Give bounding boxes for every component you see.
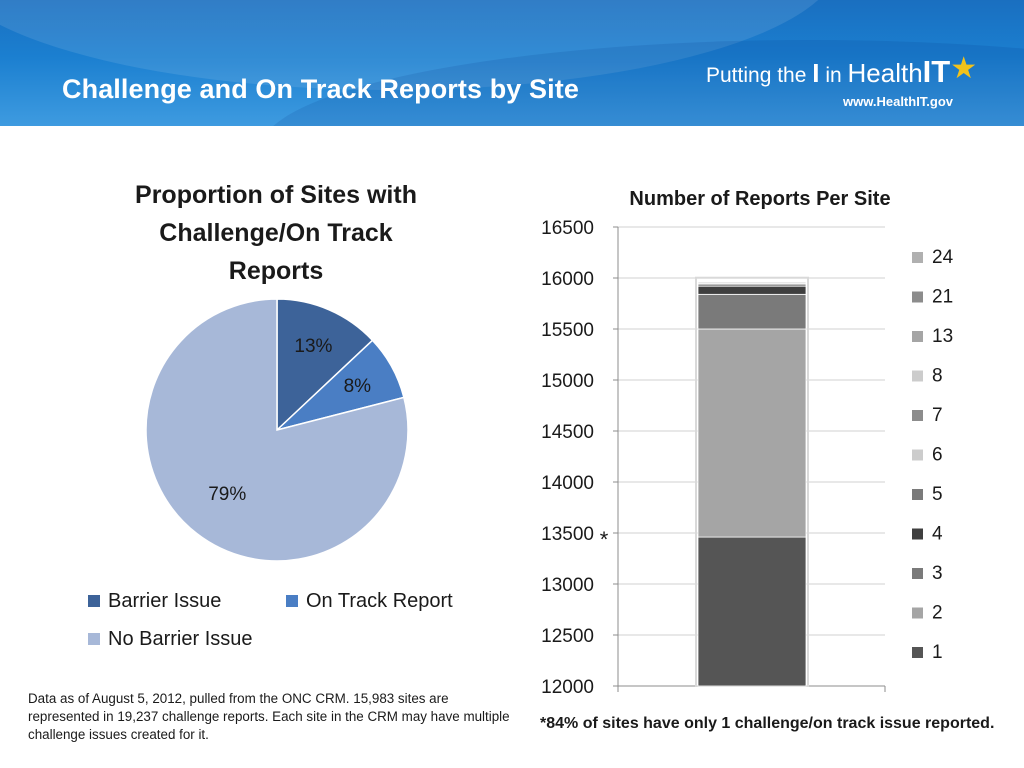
legend-label-5: 5: [932, 484, 943, 505]
legend-swatch-7: [912, 410, 923, 421]
y-tick-label: 16500: [541, 218, 594, 239]
legend-label-4: 4: [932, 524, 943, 545]
legend-label-24: 24: [932, 247, 954, 268]
legend-label-3: 3: [932, 563, 943, 584]
header-banner: Challenge and On Track Reports by Site P…: [0, 0, 1024, 126]
bar-segment-2: [697, 328, 807, 538]
logo-text-putting: Putting the: [706, 64, 813, 87]
legend-swatch-6: [912, 449, 923, 461]
pie-title-line: Proportion of Sites with: [135, 181, 417, 209]
pie-title-line: Challenge/On Track: [159, 219, 393, 247]
healthit-logo: Putting the I in HealthIT★: [706, 52, 978, 90]
legend-label-1: 1: [932, 642, 943, 663]
y-tick-label: 15500: [541, 320, 594, 341]
bar-segment-24: [697, 279, 807, 281]
bar-chart: 16500 16000 15500 15000 14500 14000 13500 13000…: [541, 218, 953, 698]
legend-label: On Track Report: [306, 590, 453, 612]
legend-swatch-21: [912, 291, 923, 303]
legend-label-8: 8: [932, 366, 943, 387]
legend-swatch-1: [912, 647, 923, 658]
legend-label: Barrier Issue: [108, 590, 222, 612]
legend-label-6: 6: [932, 445, 943, 466]
y-tick-label: 14000: [541, 473, 594, 494]
logo-text-it: IT: [922, 54, 951, 89]
legend-item-no-barrier-issue: No Barrier Issue: [88, 628, 253, 651]
logo-text-health: Health: [847, 58, 923, 88]
y-tick-label: 13500: [541, 524, 594, 545]
slide-title: Challenge and On Track Reports by Site: [62, 74, 579, 104]
bar-segment-1: [697, 536, 807, 687]
legend-swatch-3: [912, 568, 923, 579]
y-tick-label: 12500: [541, 626, 594, 647]
legend-swatch-5: [912, 489, 923, 500]
pie-data-label: 8%: [344, 376, 372, 397]
y-tick-label: 15000: [541, 371, 594, 392]
legend-swatch-8: [912, 370, 923, 382]
logo-url: www.HealthIT.gov: [843, 94, 954, 109]
legend-swatch-24: [912, 252, 923, 263]
bar-chart-title: Number of Reports Per Site: [629, 188, 891, 210]
bar-chart-note: *84% of sites have only 1 challenge/on t…: [540, 715, 995, 732]
y-tick-label: 13000: [541, 575, 594, 596]
legend-swatch-4: [912, 528, 923, 540]
y-tick-label: 12000: [541, 677, 594, 698]
pie-slice-no-barrier-issue: [145, 298, 409, 562]
legend-item-on-track-report: On Track Report: [286, 590, 453, 613]
pie-data-label: 13%: [294, 336, 332, 357]
legend-label-2: 2: [932, 603, 943, 624]
logo-text-in: in: [819, 64, 848, 87]
logo-text-i: I: [812, 58, 820, 88]
legend-swatch: [88, 633, 100, 645]
legend-label-21: 21: [932, 287, 953, 308]
pie-title-line: Reports: [228, 257, 324, 285]
pie-slice-barrier-issue: [276, 298, 374, 432]
bar-segment-4: [697, 285, 807, 295]
legend-label: No Barrier Issue: [108, 628, 253, 650]
legend-item-barrier-issue: Barrier Issue: [88, 590, 221, 613]
legend-swatch: [286, 595, 298, 607]
legend-swatch-13: [912, 331, 923, 342]
legend-label-7: 7: [932, 405, 943, 426]
data-footnote: Data as of August 5, 2012, pulled from t…: [28, 691, 510, 742]
pie-chart: 13% 8% 79%: [145, 298, 409, 562]
legend-swatch-2: [912, 607, 923, 619]
y-tick-label: 14500: [541, 422, 594, 443]
pie-data-label: 79%: [208, 484, 246, 505]
star-icon: ★: [950, 52, 978, 85]
y-tick-label: 16000: [541, 269, 594, 290]
bar-segment-3: [697, 293, 807, 330]
legend-label-13: 13: [932, 326, 953, 347]
bar-annotation-asterisk: *: [600, 527, 609, 552]
legend-swatch: [88, 595, 100, 607]
pie-chart-title: Proportion of Sites with Challenge/On Tr…: [110, 176, 442, 290]
